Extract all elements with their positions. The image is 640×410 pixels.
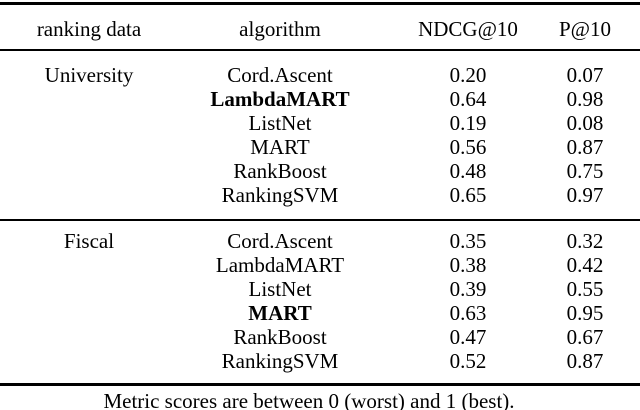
algorithm-cell: MART	[248, 301, 312, 325]
col-header-ndcg10: NDCG@10	[418, 16, 518, 41]
table-row: MART 0.63 0.95	[0, 301, 640, 325]
dataset-cell: University	[44, 63, 134, 87]
dataset-cell	[0, 325, 178, 349]
algorithm-cell: Cord.Ascent	[227, 229, 333, 253]
ndcg10-cell: 0.35	[449, 229, 487, 253]
table-row: RankingSVM 0.65 0.97	[0, 183, 640, 220]
p10-cell: 0.95	[566, 301, 604, 325]
algorithm-cell: RankingSVM	[221, 349, 339, 373]
dataset-cell	[0, 159, 178, 183]
p10-cell: 0.97	[566, 183, 604, 207]
results-table: ranking data algorithm NDCG@10 P@10 Univ…	[0, 2, 640, 386]
algorithm-cell: LambdaMART	[215, 253, 345, 277]
algorithm-cell: RankBoost	[233, 159, 327, 183]
table-row: ListNet 0.39 0.55	[0, 277, 640, 301]
dataset-cell	[0, 87, 178, 111]
table-row: RankBoost 0.47 0.67	[0, 325, 640, 349]
group-university: University Cord.Ascent 0.20 0.07 LambdaMART 0…	[0, 50, 640, 220]
p10-cell: 0.42	[566, 253, 604, 277]
p10-cell: 0.07	[566, 63, 604, 87]
table-row: LambdaMART 0.64 0.98	[0, 87, 640, 111]
header-row: ranking data algorithm NDCG@10 P@10	[0, 4, 640, 50]
dataset-cell	[0, 301, 178, 325]
table-row: Fiscal Cord.Ascent 0.35 0.32	[0, 220, 640, 253]
dataset-cell	[0, 277, 178, 301]
group-fiscal: Fiscal Cord.Ascent 0.35 0.32 LambdaMART 0.38 0…	[0, 220, 640, 385]
p10-cell: 0.87	[566, 135, 604, 159]
algorithm-cell: ListNet	[248, 277, 312, 301]
table-row: RankingSVM 0.52 0.87	[0, 349, 640, 385]
col-header-ranking-data: ranking data	[36, 16, 142, 41]
ndcg10-cell: 0.47	[449, 325, 487, 349]
algorithm-cell: Cord.Ascent	[227, 63, 333, 87]
ndcg10-cell: 0.65	[449, 183, 487, 207]
p10-cell: 0.87	[566, 349, 604, 373]
algorithm-cell: LambdaMART	[210, 87, 350, 111]
table-row: RankBoost 0.48 0.75	[0, 159, 640, 183]
p10-cell: 0.98	[566, 87, 604, 111]
dataset-cell	[0, 135, 178, 159]
ndcg10-cell: 0.48	[449, 159, 487, 183]
table-header: ranking data algorithm NDCG@10 P@10	[0, 4, 640, 50]
dataset-cell	[0, 111, 178, 135]
table-footnote: Metric scores are between 0 (worst) and …	[103, 389, 515, 410]
ndcg10-cell: 0.56	[449, 135, 487, 159]
ndcg10-cell: 0.63	[449, 301, 487, 325]
table-row: University Cord.Ascent 0.20 0.07	[0, 50, 640, 87]
algorithm-cell: RankBoost	[233, 325, 327, 349]
dataset-cell: Fiscal	[63, 229, 115, 253]
p10-cell: 0.55	[566, 277, 604, 301]
table-row: LambdaMART 0.38 0.42	[0, 253, 640, 277]
algorithm-cell: MART	[250, 135, 310, 159]
table-row: MART 0.56 0.87	[0, 135, 640, 159]
dataset-cell	[0, 349, 178, 385]
dataset-cell	[0, 253, 178, 277]
algorithm-cell: RankingSVM	[221, 183, 339, 207]
ndcg10-cell: 0.39	[449, 277, 487, 301]
p10-cell: 0.67	[566, 325, 604, 349]
ndcg10-cell: 0.64	[449, 87, 487, 111]
ndcg10-cell: 0.20	[449, 63, 487, 87]
col-header-p10: P@10	[558, 16, 612, 41]
p10-cell: 0.32	[566, 229, 604, 253]
table-row: ListNet 0.19 0.08	[0, 111, 640, 135]
ndcg10-cell: 0.19	[449, 111, 487, 135]
ndcg10-cell: 0.38	[449, 253, 487, 277]
ndcg10-cell: 0.52	[449, 349, 487, 373]
algorithm-cell: ListNet	[248, 111, 312, 135]
dataset-cell	[0, 183, 178, 220]
col-header-algorithm: algorithm	[239, 16, 321, 41]
p10-cell: 0.75	[566, 159, 604, 183]
p10-cell: 0.08	[566, 111, 604, 135]
